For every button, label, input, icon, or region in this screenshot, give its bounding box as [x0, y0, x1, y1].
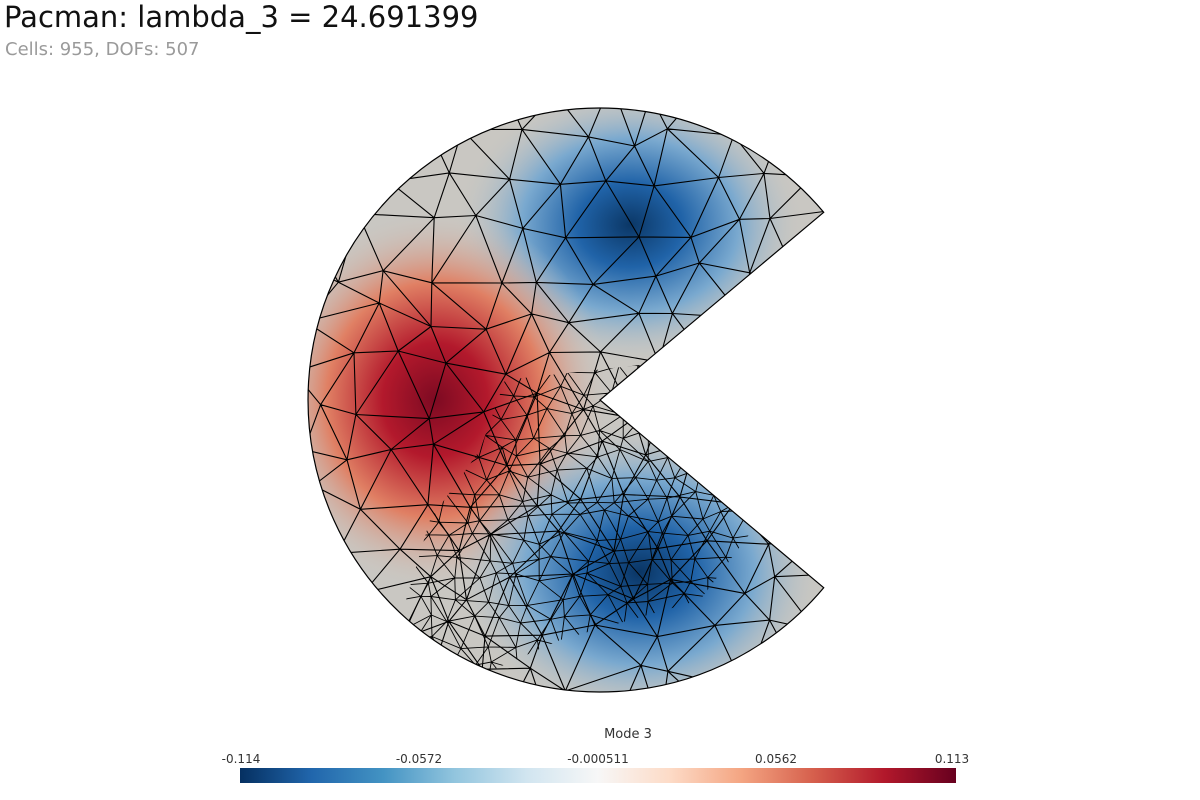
mesh-stats: Cells: 955, DOFs: 507 — [5, 39, 200, 60]
colorbar-tick-2: -0.0572 — [395, 752, 443, 766]
field-extremum-lower — [455, 422, 824, 693]
plot-title: Pacman: lambda_3 = 24.691399 — [4, 0, 479, 34]
colorbar-tick-4: 0.0562 — [755, 752, 797, 766]
colorbar-tick-min: -0.114 — [221, 752, 261, 766]
colorbar — [240, 768, 956, 783]
colorbar-tick-mid: -0.000511 — [567, 752, 629, 766]
colorbar-tick-max: 0.113 — [934, 752, 970, 766]
domain-boundary — [307, 107, 825, 693]
colorbar-title: Mode 3 — [604, 727, 652, 742]
